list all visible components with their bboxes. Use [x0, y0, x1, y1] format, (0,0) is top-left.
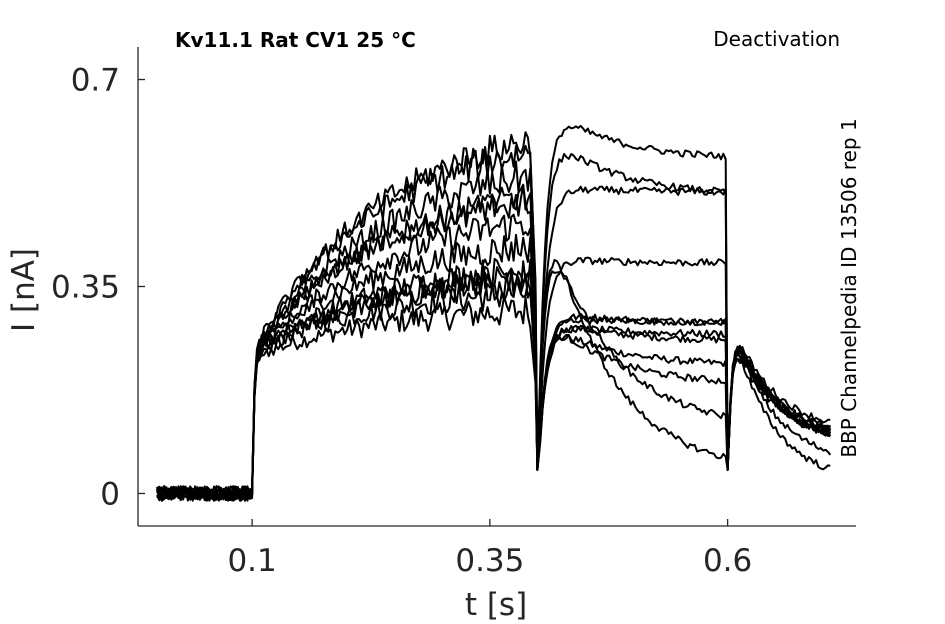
y-tick-label: 0.7	[71, 63, 120, 99]
x-tick-label: 0.1	[227, 543, 276, 579]
traces-group	[156, 124, 832, 502]
x-tick-label: 0.35	[455, 543, 524, 579]
protocol-label: Deactivation	[713, 27, 840, 51]
current-trace-2	[156, 276, 831, 502]
x-axis-label: t [s]	[465, 587, 527, 623]
ticks-group: 0.1 0.35 0.6 0 0.35 0.7	[51, 63, 752, 579]
source-label: BBP Channelpedia ID 13506 rep 1	[837, 118, 861, 457]
x-tick-label: 0.6	[703, 543, 752, 579]
current-trace-12	[156, 183, 831, 501]
y-tick-label: 0	[100, 476, 120, 512]
current-trace-6	[156, 233, 831, 502]
chart-title: Kv11.1 Rat CV1 25 °C	[175, 28, 416, 52]
current-trace-1	[156, 295, 832, 501]
y-tick-label: 0.35	[51, 270, 120, 306]
y-axis-label: I [nA]	[6, 248, 42, 332]
current-trace-3	[156, 270, 831, 502]
